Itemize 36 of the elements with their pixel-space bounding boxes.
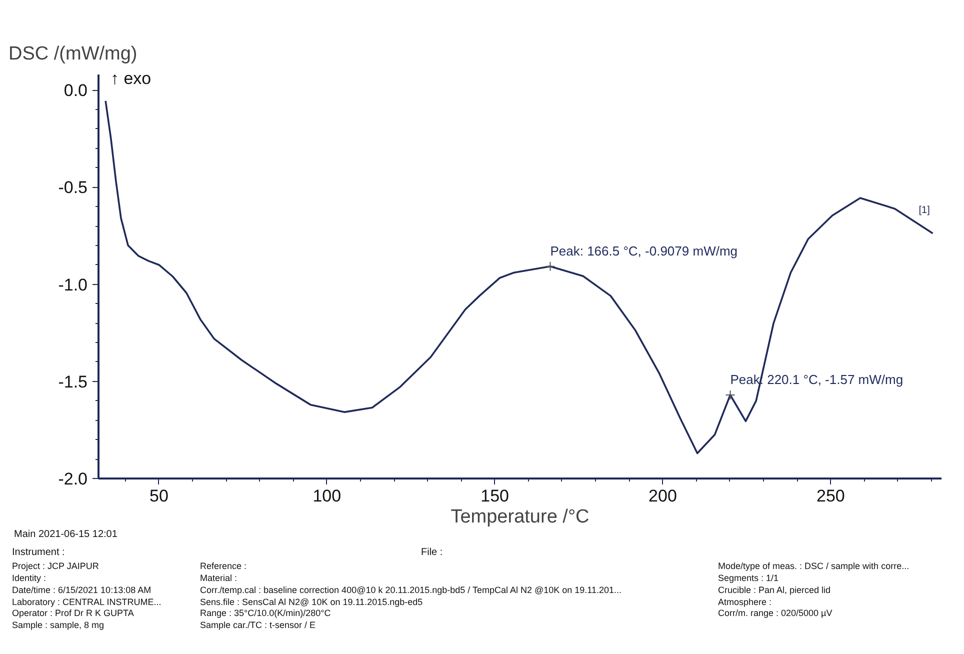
y-tick-label: -2.0 — [58, 470, 88, 488]
text: Sample : sample, 8 mg — [12, 620, 104, 630]
line-series — [104, 100, 934, 454]
annotation: ↑ exo — [110, 69, 152, 88]
text: Instrument : — [12, 547, 65, 558]
x-tick-label: 250 — [816, 486, 845, 506]
text: Operator : Prof Dr R K GUPTA — [12, 608, 134, 618]
text: File : — [421, 547, 443, 558]
x-tick-label: 200 — [648, 486, 677, 506]
y-axis-title: DSC /(mW/mg) — [8, 44, 138, 64]
text: Main 2021-06-15 12:01 — [14, 529, 118, 540]
text: Project : JCP JAIPUR — [12, 561, 99, 571]
text: Corr/m. range : 020/5000 µV — [718, 608, 832, 618]
y-tick-label: -0.5 — [58, 178, 88, 198]
x-tick-label: 50 — [150, 486, 168, 506]
text: Atmosphere : — [718, 597, 772, 607]
x-tick-label: 100 — [312, 486, 342, 506]
text: Laboratory : CENTRAL INSTRUME... — [12, 597, 162, 607]
text: Corr./temp.cal : baseline correction 400@10 k 20.11.2015.ngb-bd5 / TempCal Al N2 @10K on 19.11.201... — [200, 585, 622, 595]
text: Sens.file : SensCal Al N2@ 10K on 19.11.2015.ngb-ed5 — [200, 597, 423, 607]
text: Mode/type of meas. : DSC / sample with corre... — [718, 561, 910, 571]
text: Identity : — [12, 573, 46, 583]
text: Material : — [200, 573, 238, 583]
text: Date/time : 6/15/2021 10:13:08 AM — [12, 585, 152, 595]
text: Sample car./TC : t-sensor / E — [200, 620, 316, 630]
text: Crucible : Pan Al, pierced lid — [718, 585, 831, 595]
text: Range : 35°C/10.0(K/min)/280°C — [200, 608, 331, 618]
annotation: [1] — [918, 205, 930, 216]
x-axis-title: Temperature /°C — [450, 506, 590, 528]
y-tick-label: -1.0 — [58, 275, 88, 294]
text: Reference : — [200, 561, 247, 571]
text: Segments : 1/1 — [718, 573, 779, 583]
x-tick-label: 150 — [480, 486, 510, 506]
y-tick-label: 0.0 — [64, 81, 88, 100]
y-tick-label: -1.5 — [58, 372, 88, 392]
annotation: Peak: 166.5 °C, -0.9079 mW/mg — [550, 243, 738, 258]
